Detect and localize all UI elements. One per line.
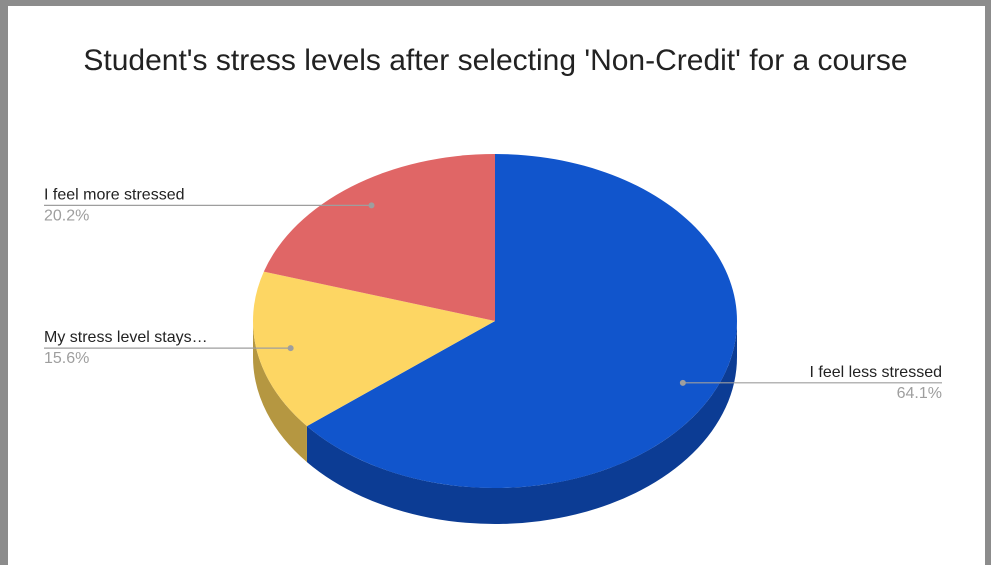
slice-side-my-stress-level-stays [253, 321, 307, 463]
chart-title: Student's stress levels after selecting … [83, 44, 908, 77]
slice-value-i-feel-less-stressed: 64.1% [897, 385, 942, 402]
pie-slices [252, 154, 737, 488]
slice-leader-lines [44, 202, 942, 386]
slice-side-i-feel-less-stressed [306, 321, 737, 525]
pie-3d-sides [253, 321, 737, 525]
slice-labels: I feel less stressed 64.1% My stress level… [44, 186, 942, 401]
slice-value-i-feel-more-stressed: 20.2% [44, 207, 89, 224]
slice-i-feel-less-stressed[interactable] [306, 154, 737, 488]
slice-i-feel-more-stressed[interactable] [263, 154, 495, 321]
slice-label-i-feel-less-stressed: I feel less stressed [810, 364, 943, 381]
slice-label-my-stress-level-stays: My stress level stays… [44, 329, 208, 346]
leader-dot-my-stress-level-stays [287, 345, 294, 352]
slice-my-stress-level-stays[interactable] [252, 271, 495, 427]
leader-dot-i-feel-less-stressed [679, 379, 686, 386]
slice-label-i-feel-more-stressed: I feel more stressed [44, 186, 185, 203]
slice-value-my-stress-level-stays: 15.6% [44, 350, 89, 367]
leader-dot-i-feel-more-stressed [368, 202, 375, 209]
